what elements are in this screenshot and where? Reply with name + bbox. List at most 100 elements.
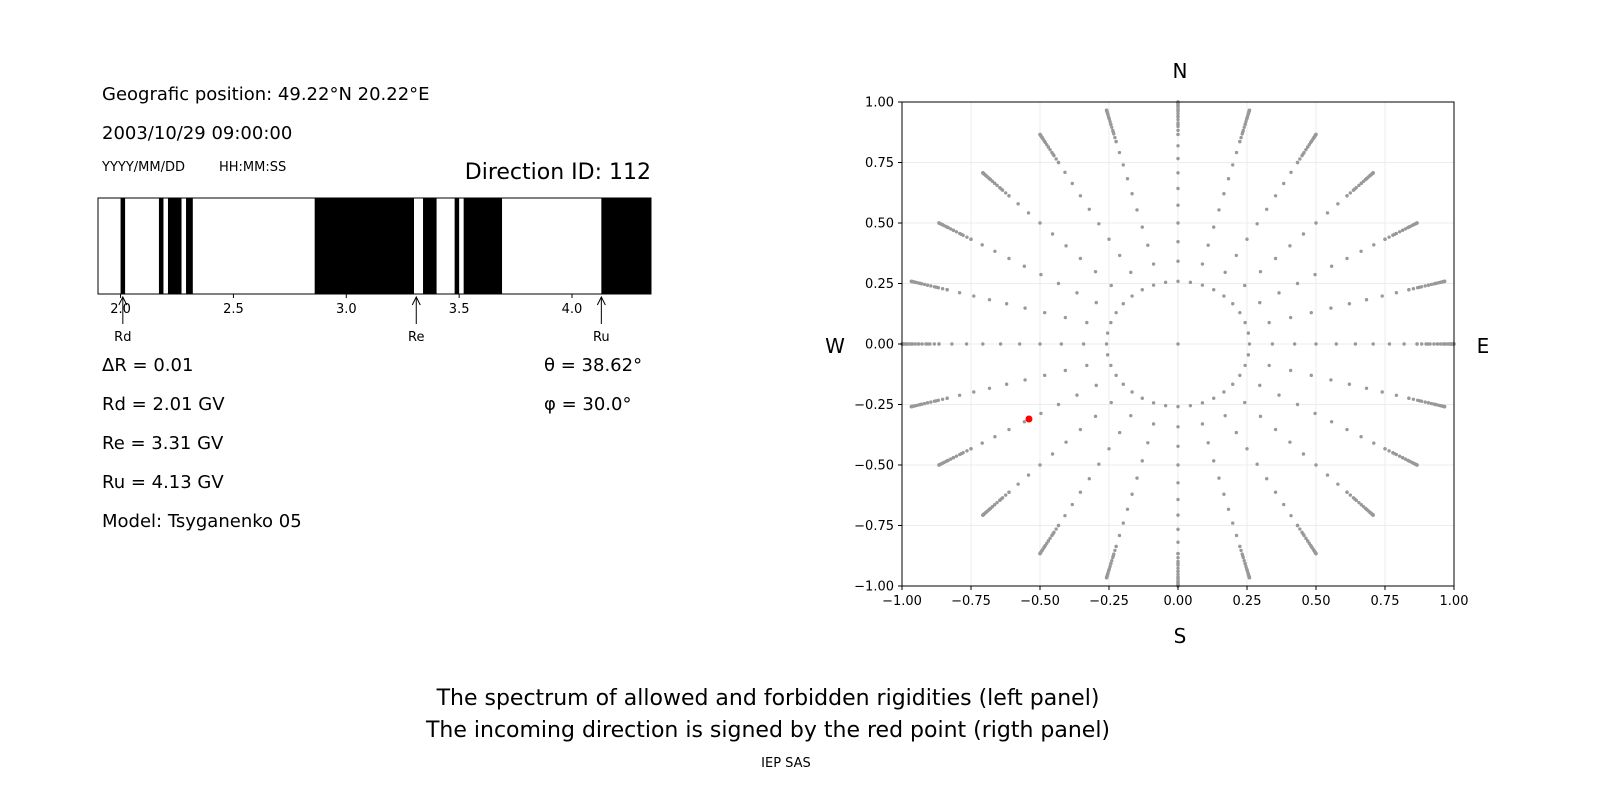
spectrum-tick-label: 4.0	[562, 302, 583, 317]
grid-point	[1212, 288, 1216, 292]
x-tick-label: −1.00	[882, 594, 922, 609]
grid-point	[1292, 342, 1297, 346]
x-tick-label: −0.25	[1089, 594, 1129, 609]
grid-point	[1247, 108, 1252, 112]
grid-point	[1270, 342, 1275, 346]
grid-point	[1301, 452, 1306, 456]
grid-point	[945, 288, 949, 292]
grid-point	[998, 342, 1003, 346]
grid-point	[1301, 232, 1306, 236]
grid-point	[1176, 513, 1180, 517]
grid-point	[1295, 523, 1300, 528]
rd-value: Rd = 2.01 GV	[102, 394, 225, 415]
grid-point	[1359, 434, 1363, 439]
grid-point	[1176, 497, 1180, 502]
grid-point	[1113, 135, 1117, 140]
grid-point	[1048, 536, 1052, 541]
forbidden-band	[158, 198, 164, 294]
grid-point	[1023, 378, 1027, 382]
grid-point	[1415, 221, 1419, 225]
grid-point	[1176, 156, 1180, 161]
grid-point	[1423, 400, 1427, 404]
grid-point	[1093, 269, 1098, 274]
grid-point	[1273, 427, 1278, 432]
grid-point	[1364, 298, 1369, 302]
grid-point	[937, 221, 941, 225]
grid-point	[1387, 235, 1391, 239]
grid-point	[1282, 181, 1286, 186]
grid-point	[1394, 452, 1399, 457]
grid-point	[1094, 383, 1098, 388]
grid-point	[1314, 132, 1318, 137]
grid-point	[1114, 310, 1118, 315]
grid-point	[1125, 177, 1130, 181]
grid-point	[1300, 153, 1304, 158]
grid-point	[1039, 411, 1043, 416]
y-tick-label: 0.00	[865, 338, 894, 353]
grid-point	[1345, 256, 1349, 261]
grid-point	[1163, 403, 1168, 408]
y-tick-label: 1.00	[865, 96, 894, 111]
grid-point	[1298, 527, 1302, 531]
grid-point	[1371, 342, 1375, 346]
grid-point	[1351, 496, 1356, 500]
grid-point	[1288, 315, 1293, 320]
grid-point	[1288, 440, 1292, 444]
x-tick-label: 1.00	[1440, 594, 1469, 609]
grid-point	[1104, 108, 1109, 112]
grid-point	[932, 342, 937, 346]
grid-point	[1314, 342, 1318, 346]
grid-point	[993, 434, 997, 439]
grid-point	[1050, 150, 1054, 155]
grid-point	[1121, 302, 1125, 306]
marker-label: Rd	[114, 330, 131, 345]
grid-point	[1243, 122, 1247, 127]
phi-value: φ = 30.0°	[544, 394, 632, 415]
grid-point	[1176, 221, 1180, 225]
grid-point	[1243, 363, 1247, 368]
grid-point	[1085, 363, 1089, 368]
grid-point	[1223, 413, 1227, 418]
grid-point	[1054, 157, 1058, 161]
grid-point	[1238, 139, 1242, 144]
grid-point	[1140, 225, 1144, 229]
grid-point	[1302, 150, 1306, 155]
grid-point	[1121, 382, 1125, 386]
grid-point	[1415, 398, 1420, 402]
grid-point	[1217, 208, 1221, 212]
compass-w: W	[825, 334, 845, 358]
grid-point	[1265, 207, 1269, 211]
grid-point	[992, 181, 997, 185]
grid-point	[1255, 462, 1259, 466]
grid-point	[1176, 444, 1180, 448]
grid-point	[1429, 282, 1434, 287]
grid-point	[1043, 373, 1047, 378]
grid-point	[1056, 160, 1061, 165]
grid-point	[1176, 551, 1180, 556]
grid-point	[969, 447, 973, 451]
grid-point	[998, 185, 1002, 190]
grid-point	[1117, 150, 1122, 155]
grid-point	[1200, 401, 1205, 405]
grid-point	[1176, 121, 1180, 125]
caption-line-2: The incoming direction is signed by the …	[425, 718, 1111, 743]
grid-point	[957, 452, 962, 457]
compass-n: N	[1173, 59, 1188, 83]
grid-point	[1295, 402, 1300, 407]
grid-point	[1140, 459, 1144, 463]
grid-point	[1329, 378, 1333, 382]
grid-point	[1309, 373, 1313, 378]
grid-point	[909, 404, 914, 409]
grid-point	[1231, 302, 1235, 306]
grid-point	[1121, 521, 1125, 525]
grid-point	[1240, 552, 1244, 556]
grid-point	[1043, 310, 1047, 315]
grid-point	[1387, 342, 1392, 346]
grid-point	[1314, 551, 1318, 556]
grid-point	[1054, 527, 1058, 531]
grid-point	[1383, 447, 1387, 451]
compass-s: S	[1174, 624, 1187, 648]
grid-point	[1107, 447, 1111, 451]
grid-point	[1125, 507, 1130, 511]
grid-point	[940, 286, 945, 291]
